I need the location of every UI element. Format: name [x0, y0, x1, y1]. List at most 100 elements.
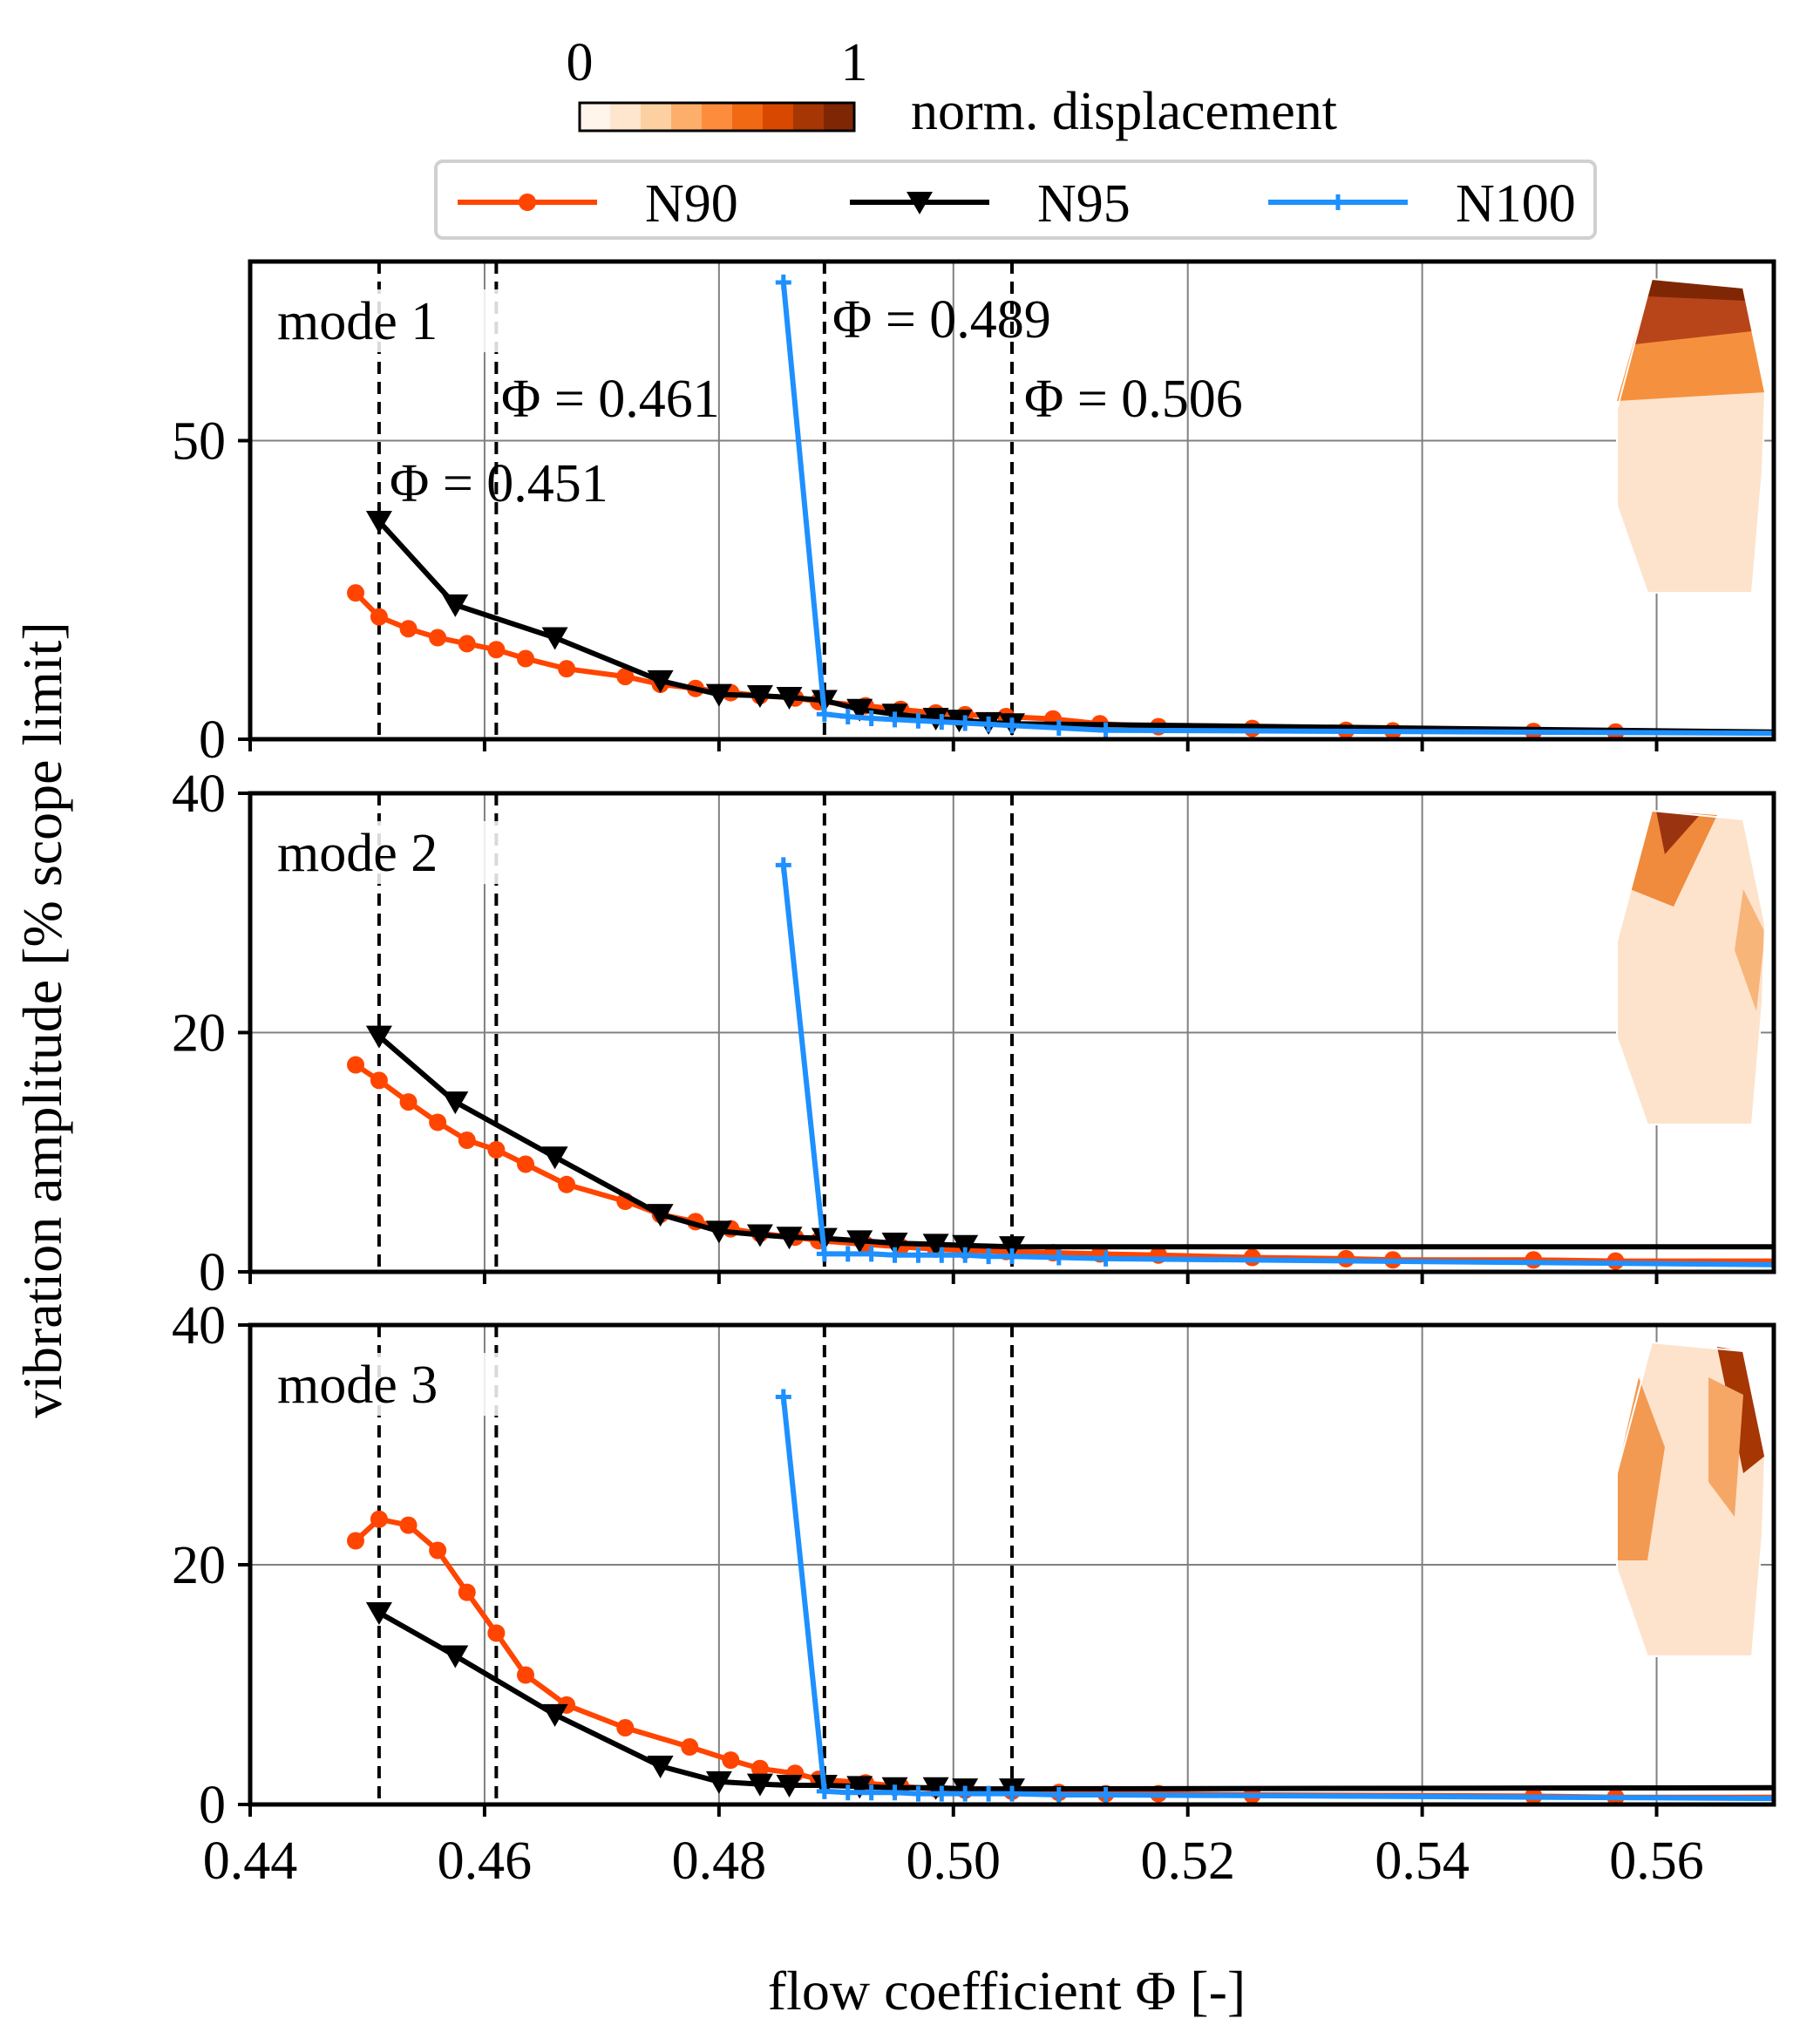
- data-point: [839, 1246, 856, 1262]
- series-n100: [775, 1389, 1775, 1803]
- legend: N90 N95 N100: [434, 160, 1597, 240]
- data-point: [934, 1247, 950, 1263]
- data-point: [952, 1234, 979, 1258]
- data-point: [981, 716, 997, 732]
- colorbar-cell: [580, 103, 611, 131]
- series-n100: [775, 857, 1775, 1267]
- data-point: [347, 584, 365, 602]
- legend-item-n100: N100: [1268, 174, 1576, 234]
- colorbar-cell: [763, 103, 794, 131]
- data-point: [429, 629, 447, 647]
- data-point: [816, 1246, 832, 1262]
- data-point: [616, 1719, 635, 1736]
- data-point: [839, 708, 856, 724]
- data-point: [886, 711, 903, 728]
- data-point: [1050, 1787, 1067, 1803]
- colorbar-cell: [732, 103, 764, 131]
- panel-mode-1: 0 50 mode 1 Φ = 0.451 Φ = 0.461 Φ = 0.489 Φ = …: [172, 259, 1776, 770]
- y-tick-label: 50: [172, 412, 226, 472]
- phi-label: Φ = 0.451: [390, 454, 608, 513]
- data-point: [886, 1784, 903, 1801]
- data-point: [365, 510, 392, 533]
- data-point: [981, 1785, 997, 1802]
- data-point: [616, 668, 635, 686]
- data-point: [541, 627, 568, 650]
- y-tick-label: 40: [172, 765, 226, 824]
- y-axis-label: vibration amplitude [% scope limit]: [11, 622, 73, 1418]
- data-point: [922, 1233, 949, 1257]
- legend-marker: [1330, 194, 1346, 210]
- series-n90: [347, 584, 1775, 741]
- colorbar-cell: [671, 103, 703, 131]
- colorbar-cell: [793, 103, 825, 131]
- data-point: [1050, 1249, 1067, 1266]
- mode-label: mode 1: [277, 292, 438, 351]
- data-point: [934, 714, 950, 731]
- data-point: [399, 1516, 418, 1534]
- data-point: [816, 706, 832, 723]
- data-point: [922, 1777, 949, 1800]
- series-n100: [775, 274, 1775, 738]
- y-tick-label: 20: [172, 1536, 226, 1595]
- colorbar-cells: [580, 103, 855, 131]
- data-point: [910, 1247, 927, 1263]
- mode-shape-inset: [1616, 277, 1767, 594]
- data-point: [1004, 1248, 1020, 1265]
- data-point: [981, 1248, 997, 1265]
- data-point: [558, 660, 576, 678]
- data-point: [776, 1775, 803, 1798]
- data-point: [399, 1093, 418, 1111]
- data-point: [816, 1783, 832, 1799]
- data-point: [863, 1784, 879, 1801]
- data-point: [746, 1773, 773, 1797]
- data-point: [746, 1224, 773, 1247]
- data-point: [647, 1204, 674, 1227]
- panel-mode-3: 0 20 40 0.44 0.46 0.48 0.50 0.52 0.54 0.56 mode 3: [172, 1296, 1776, 1891]
- data-point: [487, 1141, 506, 1159]
- series-n90: [347, 1510, 1774, 1806]
- series-n95: [365, 510, 1775, 737]
- x-tick-label: 0.52: [1140, 1832, 1235, 1891]
- y-tick-label: 0: [199, 1776, 226, 1835]
- mode-shape-contour: [1630, 811, 1717, 907]
- data-point: [776, 1227, 803, 1250]
- mode-shape-inset: [1616, 809, 1767, 1125]
- data-point: [1004, 1785, 1020, 1802]
- y-tick-label: 0: [199, 710, 226, 770]
- axes-frame: [248, 259, 1776, 742]
- x-tick-label: 0.50: [907, 1832, 1002, 1891]
- panel-mode-2: 0 20 40 mode 2: [172, 765, 1776, 1302]
- x-tick-label: 0.44: [203, 1832, 298, 1891]
- data-point: [846, 698, 873, 722]
- data-point: [365, 1602, 392, 1625]
- mode-shape-inset: [1616, 1341, 1767, 1657]
- series-line: [353, 1516, 1774, 1800]
- data-point: [1050, 719, 1067, 736]
- data-point: [846, 1776, 873, 1799]
- data-point: [846, 1230, 873, 1254]
- mode-label: mode 2: [277, 824, 438, 883]
- data-point: [705, 683, 732, 707]
- data-point: [957, 1785, 974, 1802]
- data-point: [705, 1220, 732, 1244]
- data-point: [910, 712, 927, 729]
- data-point: [516, 1666, 534, 1684]
- data-point: [541, 1146, 568, 1170]
- data-point: [541, 1703, 568, 1727]
- mode-shape-outline: [1616, 809, 1767, 1125]
- data-point: [458, 1583, 476, 1601]
- data-point: [1097, 1250, 1114, 1267]
- data-point: [1097, 722, 1114, 738]
- data-point: [863, 710, 879, 727]
- data-point: [775, 857, 791, 873]
- data-point: [647, 669, 674, 693]
- y-tick-label: 40: [172, 1296, 226, 1356]
- legend-label: N95: [1037, 174, 1131, 234]
- series-line: [377, 519, 1775, 735]
- data-point: [1097, 1787, 1114, 1803]
- mode-label-bg: [272, 289, 500, 352]
- mode-label-bg: [272, 821, 500, 884]
- series-line: [377, 1034, 1774, 1250]
- x-tick-label: 0.48: [672, 1832, 767, 1891]
